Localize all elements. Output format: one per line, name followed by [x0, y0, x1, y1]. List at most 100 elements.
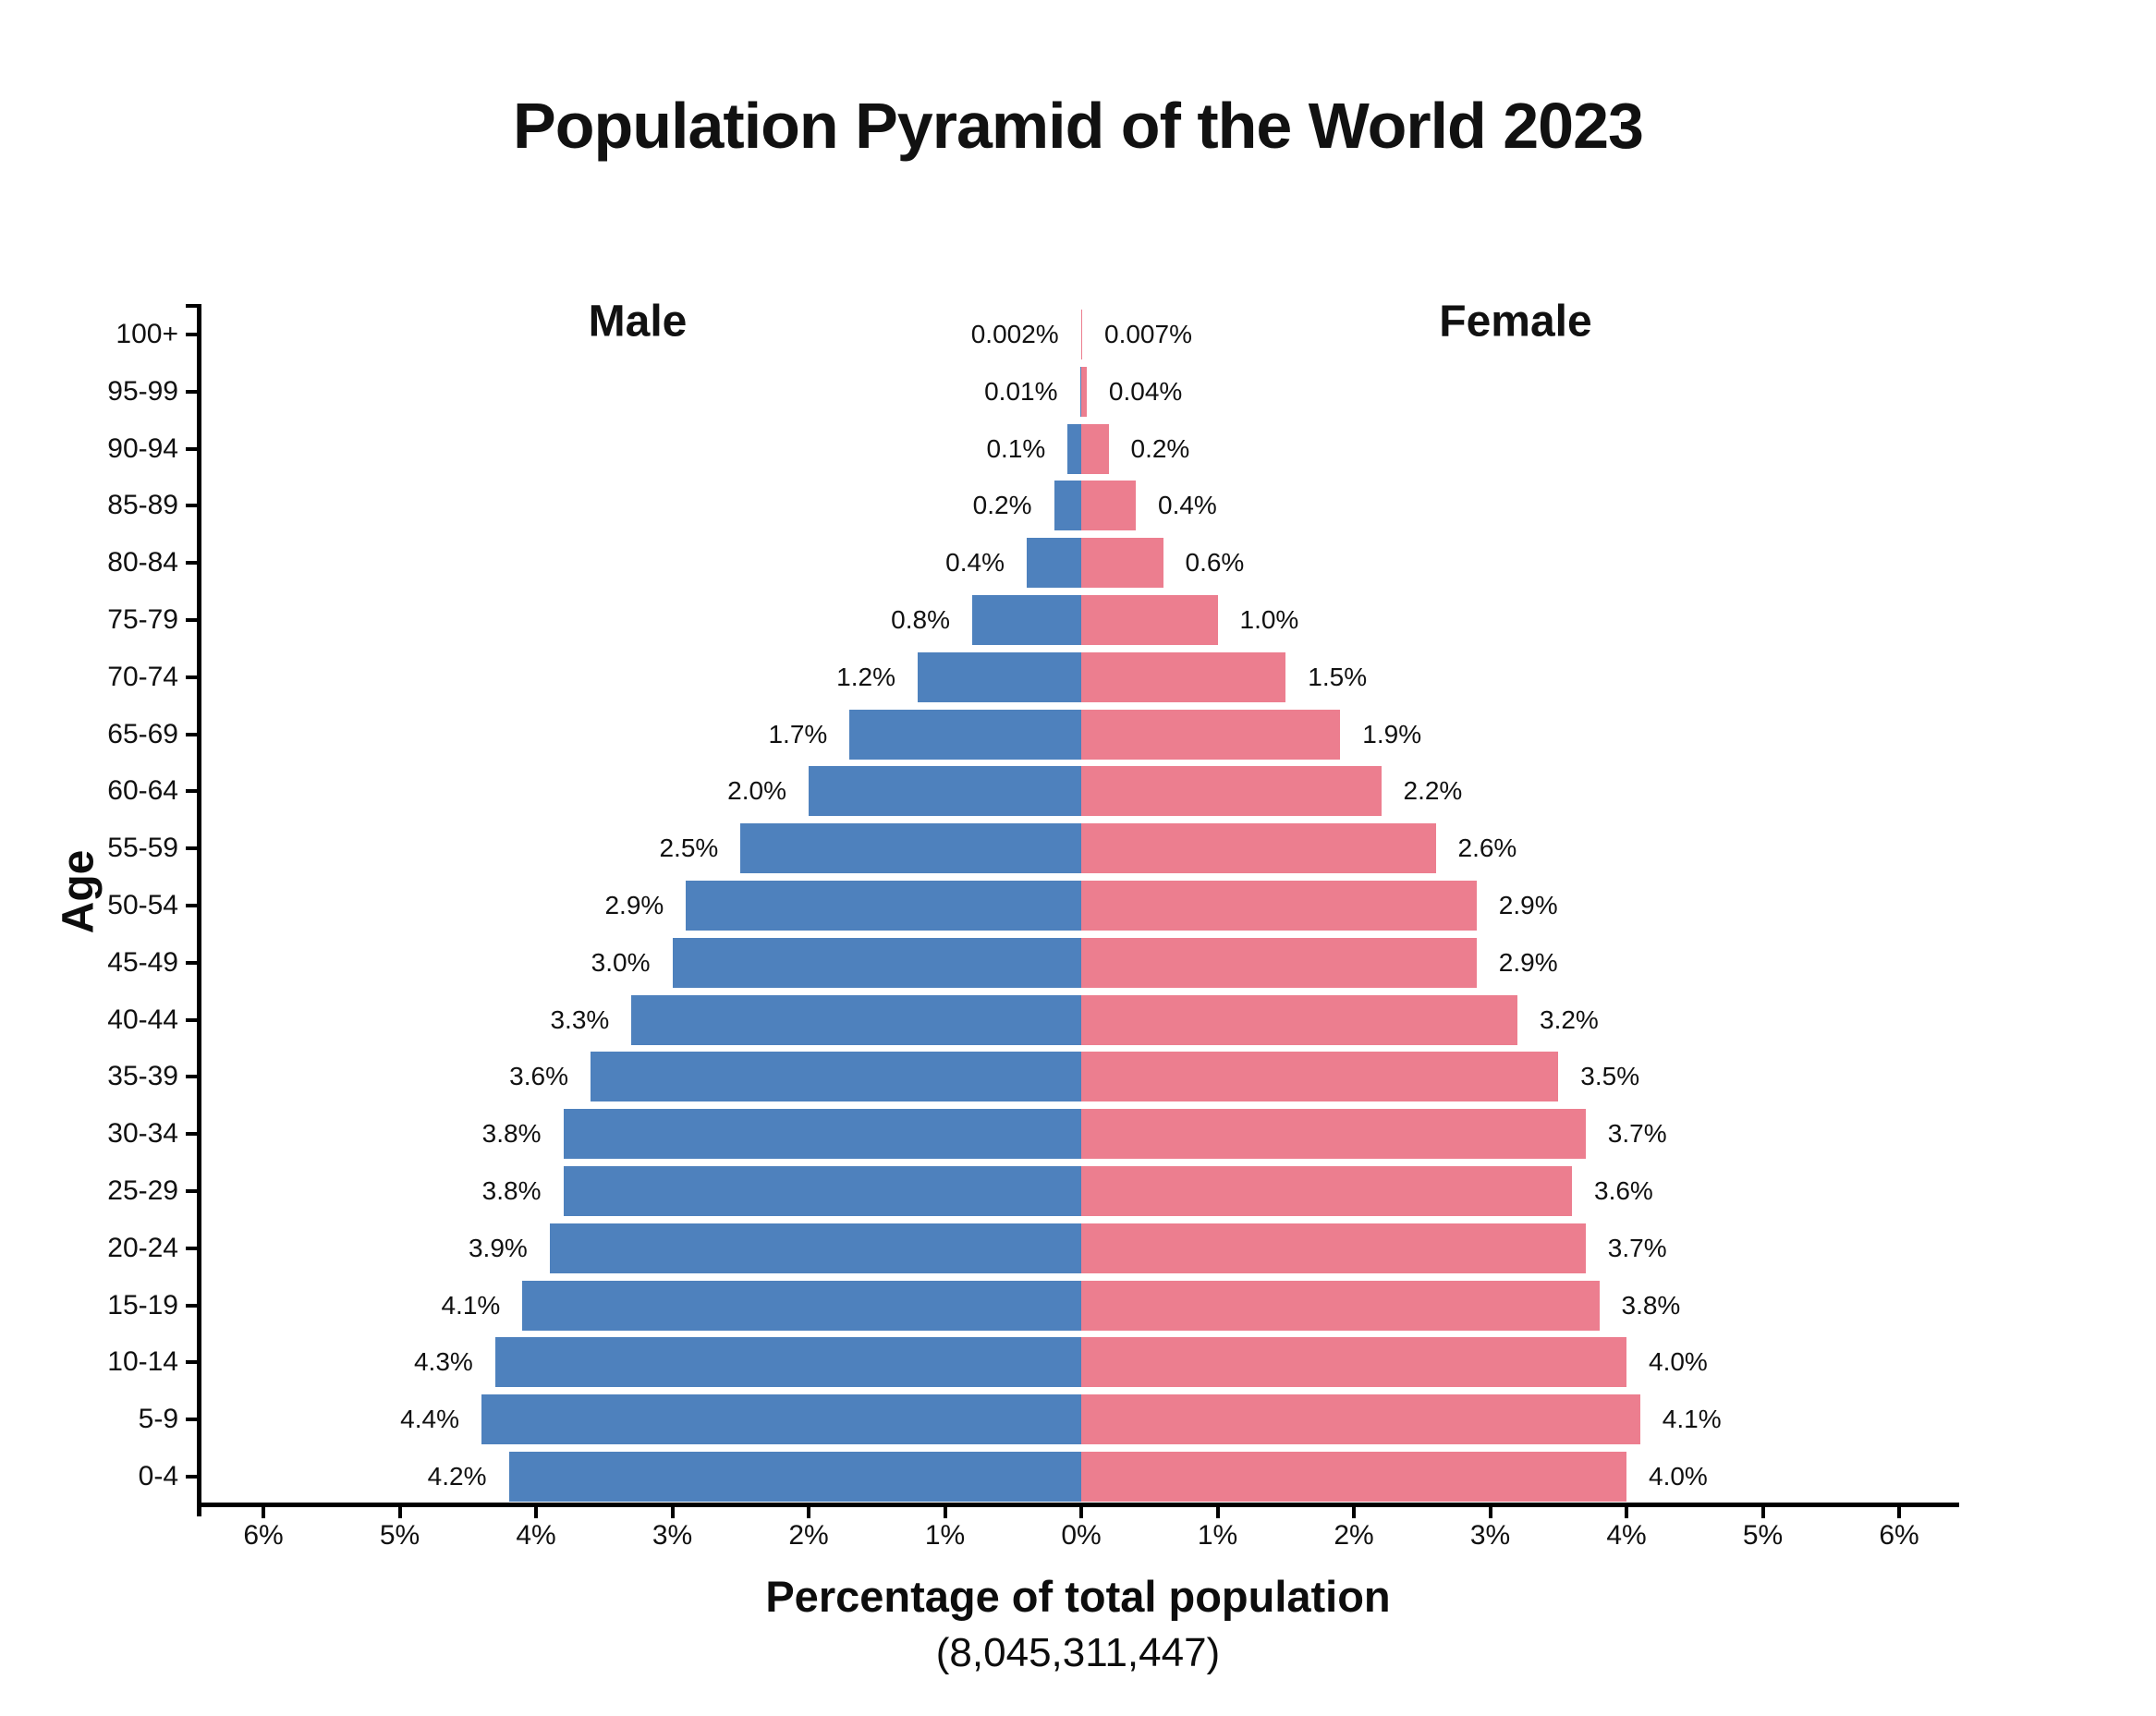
female-value-label: 2.6%	[1457, 834, 1517, 863]
y-axis-tick	[186, 561, 197, 566]
x-tick-label: 5%	[1742, 1520, 1784, 1551]
female-bar	[1081, 538, 1163, 589]
female-bar	[1081, 366, 1087, 417]
male-bar	[481, 1394, 1081, 1445]
female-bar	[1081, 481, 1136, 531]
x-axis-tick	[397, 1507, 402, 1518]
female-bar	[1081, 1109, 1586, 1160]
female-value-label: 0.04%	[1108, 376, 1183, 406]
age-tick-label: 10-14	[107, 1346, 178, 1378]
male-series-header: Male	[588, 297, 688, 347]
x-tick-label: 1%	[1197, 1520, 1238, 1551]
y-axis-tick	[186, 333, 197, 336]
female-bar	[1081, 1280, 1600, 1331]
male-bar	[686, 881, 1081, 931]
x-axis-title: Percentage of total population	[765, 1572, 1391, 1621]
y-axis-tick	[186, 675, 197, 679]
chart-title: Population Pyramid of the World 2023	[513, 90, 1644, 162]
x-axis-subtitle: (8,045,311,447)	[935, 1630, 1221, 1675]
female-value-label: 3.7%	[1607, 1233, 1667, 1262]
female-value-label: 3.8%	[1621, 1290, 1681, 1320]
x-tick-label: 4%	[1606, 1520, 1647, 1551]
male-bar	[809, 766, 1081, 817]
male-bar	[591, 1052, 1081, 1102]
age-tick-label: 85-89	[107, 490, 178, 521]
female-value-label: 0.007%	[1104, 320, 1192, 348]
male-value-label: 4.4%	[400, 1405, 459, 1434]
x-axis-tick	[943, 1507, 947, 1518]
female-value-label: 1.0%	[1239, 605, 1299, 634]
female-value-label: 0.4%	[1158, 491, 1217, 520]
age-tick-label: 40-44	[107, 1004, 178, 1035]
male-bar	[672, 937, 1081, 988]
age-tick-label: 25-29	[107, 1175, 178, 1206]
male-bar	[563, 1166, 1081, 1216]
y-axis-tick	[186, 1475, 197, 1479]
male-bar	[1027, 538, 1081, 589]
male-value-label: 0.002%	[970, 320, 1059, 348]
age-tick-label: 20-24	[107, 1232, 178, 1263]
x-tick-label: 3%	[1469, 1520, 1511, 1551]
age-tick-label: 50-54	[107, 890, 178, 920]
female-value-label: 4.1%	[1662, 1405, 1722, 1434]
female-bar	[1081, 1166, 1572, 1216]
x-axis-tick	[1215, 1507, 1220, 1518]
female-bar	[1081, 881, 1477, 931]
female-value-label: 1.5%	[1308, 662, 1368, 691]
male-bar	[631, 994, 1081, 1045]
female-value-label: 0.2%	[1130, 433, 1190, 463]
female-bar	[1081, 709, 1341, 760]
y-axis-tick	[186, 504, 197, 508]
y-axis-tick	[186, 446, 197, 451]
male-bar	[549, 1223, 1081, 1273]
female-bar	[1081, 994, 1517, 1045]
female-bar	[1081, 1052, 1559, 1102]
x-axis-tick	[807, 1507, 810, 1518]
x-tick-label: 0%	[1061, 1520, 1102, 1551]
female-value-label: 2.9%	[1498, 947, 1558, 977]
male-value-label: 4.3%	[413, 1347, 473, 1377]
male-value-label: 1.2%	[836, 662, 895, 691]
age-tick-label: 70-74	[107, 661, 178, 692]
male-bar	[740, 823, 1081, 874]
age-tick-label: 35-39	[107, 1061, 178, 1092]
male-value-label: 0.01%	[984, 376, 1058, 406]
female-bar	[1081, 595, 1218, 645]
male-bar	[1079, 366, 1081, 417]
female-value-label: 0.6%	[1185, 548, 1245, 578]
age-tick-label: 45-49	[107, 946, 178, 978]
y-axis-tick	[186, 1360, 197, 1365]
x-tick-label: 5%	[379, 1520, 420, 1551]
male-value-label: 0.1%	[986, 433, 1046, 463]
x-tick-label: 2%	[788, 1520, 829, 1551]
y-axis-tick	[186, 789, 197, 794]
female-value-label: 2.9%	[1498, 891, 1558, 919]
x-tick-label: 6%	[1879, 1520, 1919, 1551]
y-axis-tick	[186, 1132, 197, 1137]
x-tick-label: 4%	[516, 1520, 556, 1551]
age-tick-label: 75-79	[107, 604, 178, 635]
male-bar	[563, 1109, 1081, 1160]
male-value-label: 2.5%	[659, 834, 719, 863]
age-tick-label: 80-84	[107, 547, 178, 578]
y-axis-cap-tick	[186, 304, 197, 308]
y-axis-tick	[186, 1075, 197, 1079]
x-tick-label: 3%	[652, 1520, 693, 1551]
male-value-label: 3.3%	[550, 1004, 610, 1034]
male-bar	[1054, 481, 1081, 531]
female-bar	[1081, 1223, 1586, 1273]
female-value-label: 3.5%	[1580, 1062, 1640, 1091]
female-value-label: 4.0%	[1649, 1462, 1708, 1491]
male-bar	[918, 651, 1081, 702]
x-axis-tick	[1352, 1507, 1356, 1518]
female-bar	[1081, 1337, 1626, 1388]
female-value-label: 4.0%	[1649, 1347, 1708, 1377]
female-bar	[1081, 823, 1436, 874]
male-value-label: 3.8%	[481, 1119, 542, 1149]
male-value-label: 3.8%	[481, 1176, 542, 1205]
female-value-label: 3.6%	[1594, 1176, 1653, 1205]
y-axis-tick	[186, 1418, 197, 1422]
male-bar	[1067, 423, 1081, 474]
female-bar	[1081, 937, 1477, 988]
